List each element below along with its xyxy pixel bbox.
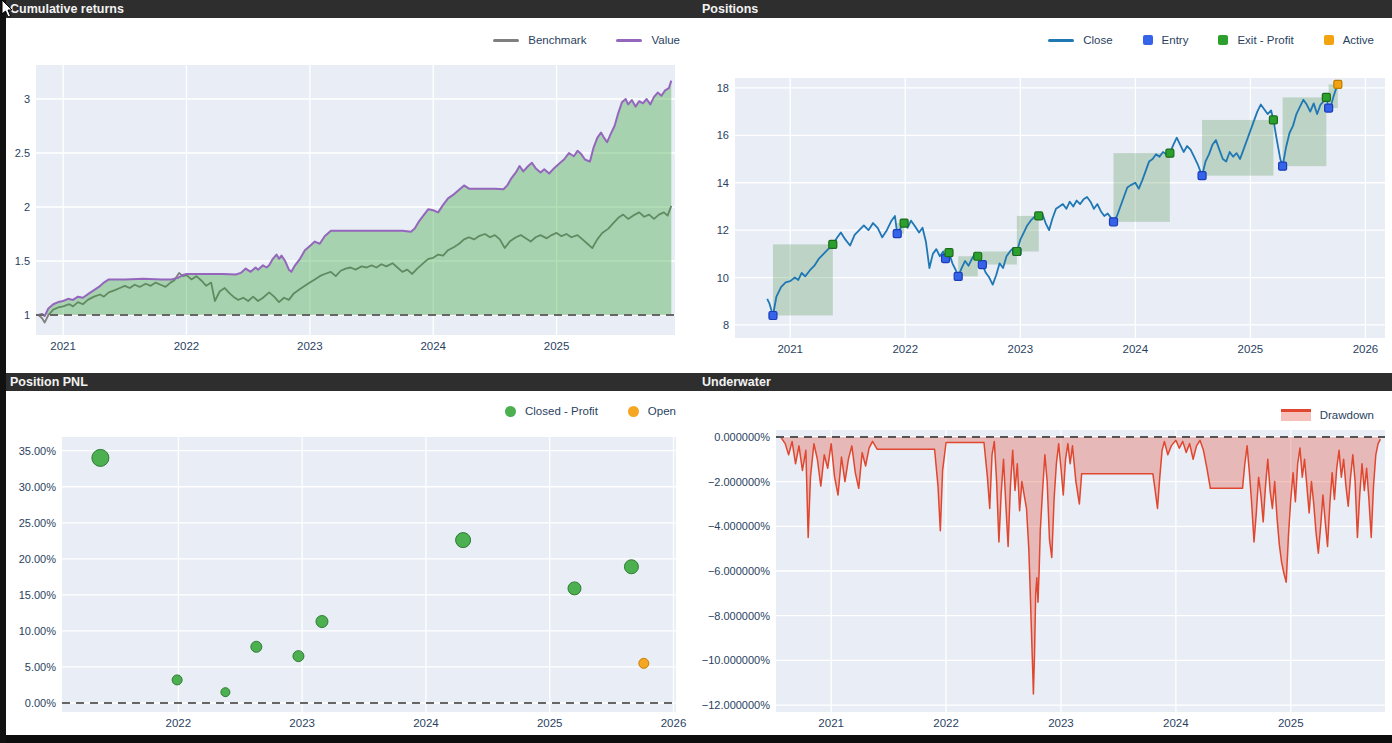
positions-legend: Close Entry Exit - Profit Active [1048,34,1374,46]
legend-label: Open [648,405,676,417]
svg-text:14: 14 [717,177,729,189]
svg-text:10: 10 [717,272,729,284]
legend-label: Entry [1162,34,1189,46]
svg-text:2023: 2023 [1008,343,1034,355]
svg-text:25.00%: 25.00% [19,517,57,529]
circle-swatch-icon [628,406,639,417]
svg-text:1.5: 1.5 [15,255,30,267]
svg-text:2022: 2022 [933,717,959,729]
svg-text:−12.000000%: −12.000000% [702,699,770,711]
position-pnl-panel: Closed - Profit Open 2022 2023 2024 2025 2026… [6,391,698,735]
legend-label: Value [651,34,680,46]
svg-text:2024: 2024 [1163,717,1189,729]
svg-text:2023: 2023 [1048,717,1074,729]
line-swatch-icon [616,39,642,42]
square-swatch-icon [1143,35,1153,45]
svg-text:2021: 2021 [818,717,844,729]
svg-text:1: 1 [24,309,30,321]
svg-text:10.00%: 10.00% [19,625,57,637]
page-bottom-margin [698,735,1392,743]
svg-text:2026: 2026 [1353,343,1379,355]
legend-label: Benchmark [528,34,586,46]
positions-panel: CloseEntryExit - ProfitActive 2021202220… [698,18,1392,373]
legend-label: Close [1083,34,1112,46]
svg-text:−2.000000%: −2.000000% [708,476,770,488]
circle-swatch-icon [505,406,516,417]
panel-title-underwater: Underwater [698,373,1392,391]
underwater-legend: Drawdown [1281,409,1374,421]
legend-item-closed-profit[interactable]: Closed - Profit [505,405,598,417]
position-pnl-chart[interactable]: 2022 2023 2024 2025 2026 0.00% 5.00% 10.00% 15.0… [6,391,698,735]
panel-title-text: Underwater [702,375,771,389]
legend-item-entry[interactable]: Entry [1143,34,1189,46]
svg-text:16: 16 [717,129,729,141]
svg-text:−4.000000%: −4.000000% [708,520,770,532]
legend-item-exit-profit[interactable]: Exit - Profit [1218,34,1293,46]
square-swatch-icon [1324,35,1334,45]
legend-item-close[interactable]: Close [1048,34,1112,46]
legend-label: Exit - Profit [1237,34,1293,46]
svg-text:2021: 2021 [777,343,803,355]
svg-text:30.00%: 30.00% [19,481,57,493]
svg-text:2021: 2021 [50,340,76,352]
panel-title-positions: Positions [698,0,1392,18]
legend-label: Active [1343,34,1374,46]
svg-text:2024: 2024 [420,340,446,352]
svg-text:2023: 2023 [297,340,323,352]
legend-item-open[interactable]: Open [628,405,676,417]
svg-text:20.00%: 20.00% [19,553,57,565]
svg-text:−10.000000%: −10.000000% [702,654,770,666]
svg-text:2025: 2025 [537,717,563,729]
line-swatch-icon [493,39,519,42]
svg-text:2022: 2022 [892,343,918,355]
svg-text:2025: 2025 [1278,717,1304,729]
legend-item-benchmark[interactable]: Benchmark [493,34,586,46]
panel-title-cumulative-returns: Cumulative returns [6,0,698,18]
legend-item-active[interactable]: Active [1324,34,1374,46]
svg-text:−6.000000%: −6.000000% [708,565,770,577]
svg-text:2.5: 2.5 [15,147,30,159]
mouse-cursor [1,0,15,20]
underwater-panel: Drawdown 2021 2022 2023 2024 2025 0.000000% −2… [698,391,1392,735]
legend-item-value[interactable]: Value [616,34,680,46]
svg-text:12: 12 [717,224,729,236]
position-pnl-legend: Closed - Profit Open [505,405,676,417]
underwater-chart[interactable]: 2021 2022 2023 2024 2025 0.000000% −2.000000% −… [698,391,1392,735]
dashboard: Cumulative returns Positions Benchmark Va… [0,0,1392,743]
legend-label: Drawdown [1320,409,1374,421]
panel-title-position-pnl: Position PNL [6,373,698,391]
svg-text:2026: 2026 [661,717,687,729]
line-swatch-icon [1048,39,1074,42]
legend-item-drawdown[interactable]: Drawdown [1281,409,1374,421]
svg-text:3: 3 [24,93,30,105]
svg-text:0.000000%: 0.000000% [714,431,770,443]
svg-text:2023: 2023 [289,717,315,729]
svg-text:0.00%: 0.00% [25,697,56,709]
cumulative-returns-legend: Benchmark Value [493,34,680,46]
cumulative-returns-panel: BenchmarkValue 2021202220232024202511.52… [6,18,698,373]
area-swatch-icon [1281,409,1311,421]
svg-text:2025: 2025 [544,340,570,352]
positions-chart[interactable]: 2021 2022 2023 2024 2025 2026 8 10 12 14 16 18 [698,18,1392,372]
svg-text:8: 8 [723,319,729,331]
svg-text:2022: 2022 [174,340,200,352]
cumulative-returns-chart[interactable]: 2021 2022 2023 2024 2025 1 1.5 2 2.5 3 [6,18,698,372]
legend-label: Closed - Profit [525,405,598,417]
svg-text:18: 18 [717,82,729,94]
page-bottom-margin [6,735,698,743]
panel-title-text: Positions [702,2,758,16]
svg-text:2025: 2025 [1238,343,1264,355]
panel-grid: Cumulative returns Positions Benchmark Va… [6,0,1392,743]
svg-text:2022: 2022 [166,717,192,729]
panel-title-text: Cumulative returns [10,2,124,16]
svg-text:−8.000000%: −8.000000% [708,610,770,622]
svg-text:2024: 2024 [1123,343,1149,355]
panel-title-text: Position PNL [10,375,88,389]
svg-text:5.00%: 5.00% [25,661,56,673]
svg-text:15.00%: 15.00% [19,589,57,601]
svg-text:35.00%: 35.00% [19,445,57,457]
svg-text:2: 2 [24,201,30,213]
square-swatch-icon [1218,35,1228,45]
svg-text:2024: 2024 [413,717,439,729]
